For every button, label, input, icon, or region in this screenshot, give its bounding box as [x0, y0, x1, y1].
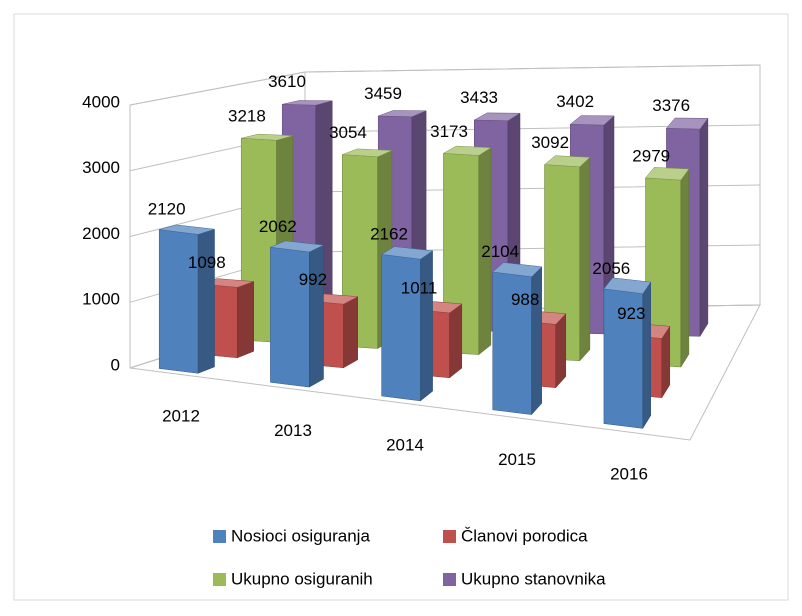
- data-label: 3402: [556, 92, 594, 111]
- bar: [380, 246, 434, 402]
- data-label: 2104: [481, 242, 519, 261]
- bar-top: [159, 224, 215, 235]
- bar-top: [603, 277, 652, 294]
- y-tick-label: 1000: [82, 290, 120, 309]
- data-label: 3459: [364, 84, 402, 103]
- bar-front: [158, 229, 199, 374]
- bar: [644, 167, 690, 368]
- data-label: 2062: [259, 217, 297, 236]
- bar-top: [442, 145, 492, 156]
- x-tick-label: 2016: [610, 464, 648, 483]
- data-label: 2120: [148, 200, 186, 219]
- bar-side: [343, 296, 358, 369]
- bar-side: [449, 303, 463, 379]
- bar-top: [282, 100, 333, 106]
- bar-top: [378, 110, 427, 118]
- legend-label: Članovi porodica: [461, 526, 588, 545]
- data-label: 923: [617, 304, 645, 323]
- bar-top: [241, 133, 293, 141]
- bar-side: [237, 281, 254, 359]
- x-tick-label: 2013: [274, 421, 312, 440]
- data-label: 3218: [228, 107, 266, 126]
- bar: [543, 155, 591, 362]
- legend-label: Ukupno stanovnika: [461, 569, 606, 588]
- bar-top: [543, 155, 591, 168]
- bar-side: [555, 313, 567, 389]
- data-label: 988: [511, 290, 539, 309]
- legend-label: Nosioci osiguranja: [231, 526, 370, 545]
- data-label: 3092: [531, 133, 569, 152]
- bar-side: [579, 156, 591, 362]
- bar: [269, 240, 325, 388]
- data-label: 2056: [592, 259, 630, 278]
- legend-swatch: [213, 573, 226, 586]
- grid-line: [129, 64, 761, 106]
- data-label: 2162: [370, 224, 408, 243]
- data-label: 3376: [652, 96, 690, 115]
- y-tick-label: 2000: [82, 224, 120, 243]
- bar-top: [342, 148, 393, 158]
- data-label: 2979: [632, 146, 670, 165]
- bar-front: [270, 246, 310, 388]
- bar-top: [569, 115, 615, 126]
- x-tick-label: 2015: [498, 450, 536, 469]
- y-tick-label: 4000: [82, 92, 120, 111]
- legend-swatch: [213, 530, 226, 543]
- x-tick-label: 2012: [162, 407, 200, 426]
- y-tick-label: 0: [111, 355, 120, 374]
- bar-top: [492, 262, 543, 278]
- y-tick-label: 3000: [82, 158, 120, 177]
- legend-swatch: [443, 530, 456, 543]
- x-tick-label: 2014: [386, 435, 424, 454]
- data-label: 3173: [430, 122, 468, 141]
- bar-side: [309, 244, 324, 388]
- data-label: 992: [299, 270, 327, 289]
- data-label: 3054: [329, 123, 367, 142]
- bar-side: [680, 168, 690, 368]
- data-label: 3610: [268, 72, 306, 91]
- bar: [492, 262, 543, 416]
- bar-top: [380, 246, 434, 260]
- data-label: 1011: [401, 279, 438, 298]
- legend-swatch: [443, 573, 456, 586]
- bar-side: [420, 250, 433, 402]
- data-label: 1098: [188, 253, 226, 272]
- bar-side: [197, 228, 215, 374]
- bar-top: [644, 167, 690, 181]
- data-label: 3433: [460, 88, 498, 107]
- bar-top: [473, 112, 521, 122]
- bar: [603, 277, 652, 430]
- bar-side: [699, 117, 709, 338]
- bar-side: [531, 266, 542, 416]
- bar-top: [269, 240, 325, 253]
- legend-label: Ukupno osiguranih: [231, 569, 373, 588]
- bar-front: [381, 254, 421, 402]
- bar-top: [665, 117, 709, 130]
- bar: [158, 224, 215, 374]
